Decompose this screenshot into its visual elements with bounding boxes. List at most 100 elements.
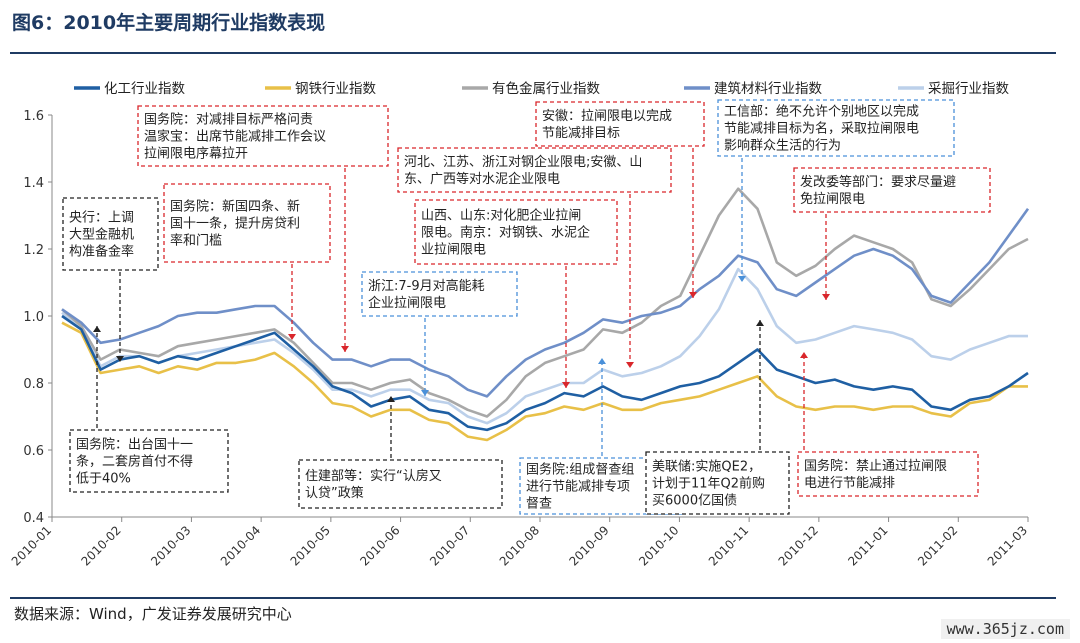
y-tick-label: 1.2: [23, 243, 44, 258]
source-rule: [10, 597, 1056, 599]
annotation-arrow-head: [341, 346, 349, 352]
annotation-box: [397, 147, 672, 193]
annotation-text: 买6000亿国债: [652, 494, 737, 509]
y-tick-label: 0.8: [23, 377, 44, 392]
annotation-arrow-head: [387, 396, 395, 402]
annotation-arrow-head: [93, 326, 101, 332]
annotation-text: 影响群众生活的行为: [724, 138, 841, 154]
annotation-arrow-head: [562, 382, 570, 388]
annotation-text: 安徽：拉闸限电以完成: [542, 109, 672, 124]
x-tick-label: 2010-06: [357, 523, 402, 568]
x-tick-label: 2010-02: [78, 523, 123, 568]
annotation-text: 业拉闸限电: [421, 243, 486, 258]
annotation-text: 认贷”政策: [305, 485, 364, 501]
annotation-text: 住建部等：实行“认房又: [305, 468, 442, 484]
y-tick-label: 0.4: [23, 511, 44, 526]
annotation-box: [535, 101, 705, 147]
source-note: 数据来源：Wind，广发证券发展研究中心: [14, 605, 292, 623]
y-tick-label: 1.4: [23, 176, 44, 191]
annotation-text: 进行节能减排专项: [526, 480, 630, 495]
annotation-text: 美联储:实施QE2，: [652, 460, 761, 475]
annotation-arrow-head: [800, 352, 808, 358]
annotation-text: 计划于11年Q2前购: [652, 476, 765, 492]
annotation-box: [797, 451, 979, 497]
annotation-text: 电进行节能减排: [804, 476, 895, 491]
annotation-arrow-head: [288, 334, 296, 340]
annotation-text: 条，二套房首付不得: [76, 454, 193, 470]
x-tick-label: 2010-03: [148, 523, 193, 568]
annotation-text: 国务院：禁止通过拉闸限: [804, 458, 947, 474]
annotation-box: [69, 429, 229, 493]
annotation-text: 工信部：绝不允许个别地区以完成: [724, 104, 919, 120]
x-tick-label: 2010-12: [776, 523, 821, 568]
series-line-steel: [61, 321, 1028, 442]
annotation-text: 节能减排目标: [542, 126, 620, 141]
annotation-box: [137, 105, 389, 167]
watermark: www.365jz.com: [940, 619, 1070, 639]
annotation-text: 国十一条，提升房贷利: [170, 216, 300, 232]
annotation-arrow-head: [598, 358, 606, 364]
x-tick-label: 2011-03: [985, 523, 1030, 568]
annotation-text: 国务院：对减排目标严格问责: [144, 112, 313, 128]
annotation-text: 河北、江苏、浙江对钢企业限电;安徽、山: [404, 154, 642, 170]
annotation-box: [298, 459, 503, 509]
annotation-arrow-head: [822, 294, 830, 300]
annotation-text: 国务院:组成督查组: [526, 462, 634, 478]
annotation-text: 东、广西等对水泥企业限电: [404, 171, 560, 187]
x-tick-label: 2011-02: [915, 523, 960, 568]
annotation-text: 率和门槛: [170, 233, 222, 249]
series-line-nonferrous: [61, 187, 1029, 418]
title-rule: [10, 52, 1056, 54]
x-tick-label: 2010-09: [566, 523, 611, 568]
y-tick-label: 1.6: [23, 109, 44, 124]
annotation-text: 限电。南京：对钢铁、水泥企: [421, 225, 590, 241]
annotation-box: [62, 197, 159, 271]
annotation-text: 免拉闸限电: [800, 192, 865, 207]
annotation-arrow-head: [421, 390, 429, 396]
annotation-arrow-head: [738, 276, 746, 282]
annotation-arrow-head: [689, 292, 697, 298]
annotation-text: 企业拉闸限电: [368, 295, 446, 311]
annotation-box: [645, 451, 790, 515]
x-tick-label: 2010-07: [427, 523, 472, 568]
x-tick-label: 2010-04: [218, 523, 263, 568]
annotation-box: [361, 271, 518, 317]
annotation-box: [414, 199, 618, 265]
annotation-box: [793, 167, 991, 213]
legend-label: 钢铁行业指数: [295, 81, 376, 97]
annotation-text: 央行：上调: [69, 211, 134, 226]
annotation-text: 督查: [526, 497, 552, 512]
annotation-text: 低于40%: [76, 472, 131, 487]
series-line-chem: [61, 314, 1029, 432]
annotation-text: 大型金融机: [69, 227, 134, 243]
annotation-text: 构准备金率: [69, 244, 134, 260]
annotation-box: [163, 183, 331, 263]
annotation-arrow-head: [626, 362, 634, 368]
annotation-text: 节能减排目标为名，采取拉闸限电: [724, 121, 919, 137]
annotation-arrow-head: [756, 320, 764, 326]
x-tick-label: 2010-08: [497, 523, 542, 568]
x-tick-label: 2010-01: [9, 523, 54, 568]
y-tick-label: 1.0: [23, 310, 44, 325]
series-line-mining: [61, 267, 1028, 425]
annotation-arrow-head: [116, 356, 124, 362]
annotation-text: 浙江:7-9月对高能耗: [368, 278, 485, 294]
x-tick-label: 2010-11: [706, 523, 751, 568]
x-tick-label: 2010-10: [636, 523, 681, 568]
legend-label: 有色金属行业指数: [492, 80, 600, 97]
annotation-text: 国务院：新国四条、新: [170, 199, 300, 215]
x-tick-label: 2010-05: [288, 523, 333, 568]
annotation-text: 温家宝：出席节能减排工作会议: [144, 129, 326, 145]
annotation-text: 国务院：出台国十一: [76, 437, 193, 453]
legend-label: 建筑材料行业指数: [714, 81, 822, 97]
x-tick-label: 2011-01: [845, 523, 890, 568]
legend-label: 采掘行业指数: [928, 81, 1009, 97]
series-line-building: [61, 208, 1030, 398]
figure-title: 图6：2010年主要周期行业指数表现: [12, 12, 326, 34]
annotation-text: 拉闸限电序幕拉开: [144, 147, 248, 162]
y-tick-label: 0.6: [23, 444, 44, 459]
annotation-text: 发改委等部门：要求尽量避: [800, 174, 956, 190]
annotation-text: 山西、山东:对化肥企业拉闸: [421, 208, 581, 224]
annotation-box: [717, 99, 955, 157]
